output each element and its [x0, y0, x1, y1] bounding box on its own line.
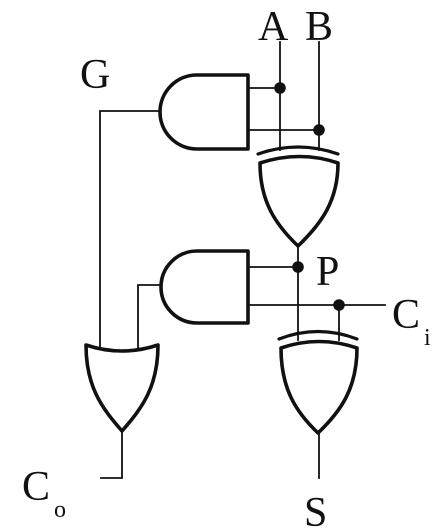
and-gate-top — [158, 73, 250, 151]
label-b: B — [305, 4, 333, 50]
label-p: P — [316, 249, 339, 295]
label-co-sub: o — [54, 497, 66, 523]
label-a: A — [258, 4, 289, 50]
and-gate-bottom — [159, 249, 250, 325]
or-gate-bottom-left — [84, 343, 160, 433]
wire-g — [99, 110, 161, 351]
node-b-junction — [313, 124, 325, 136]
label-ci-main: C — [392, 292, 420, 338]
node-a-junction — [274, 82, 286, 94]
wire-co-output — [100, 429, 123, 479]
xor-gate-bottom — [279, 339, 359, 435]
label-g: G — [80, 52, 110, 98]
label-co-main: C — [22, 464, 50, 510]
label-s: S — [304, 490, 327, 532]
gates — [84, 73, 359, 435]
wire-and2-to-or — [137, 284, 161, 351]
node-p-junction — [292, 261, 304, 273]
node-ci-junction — [333, 299, 345, 311]
labels: A B G P C i C o S — [22, 4, 431, 532]
junctions — [274, 82, 345, 311]
xor-gate-bottom-back-curve — [277, 329, 359, 341]
xor-gate-top-back-curve — [256, 145, 340, 156]
xor-gate-top — [258, 154, 340, 248]
label-ci-sub: i — [424, 325, 431, 351]
